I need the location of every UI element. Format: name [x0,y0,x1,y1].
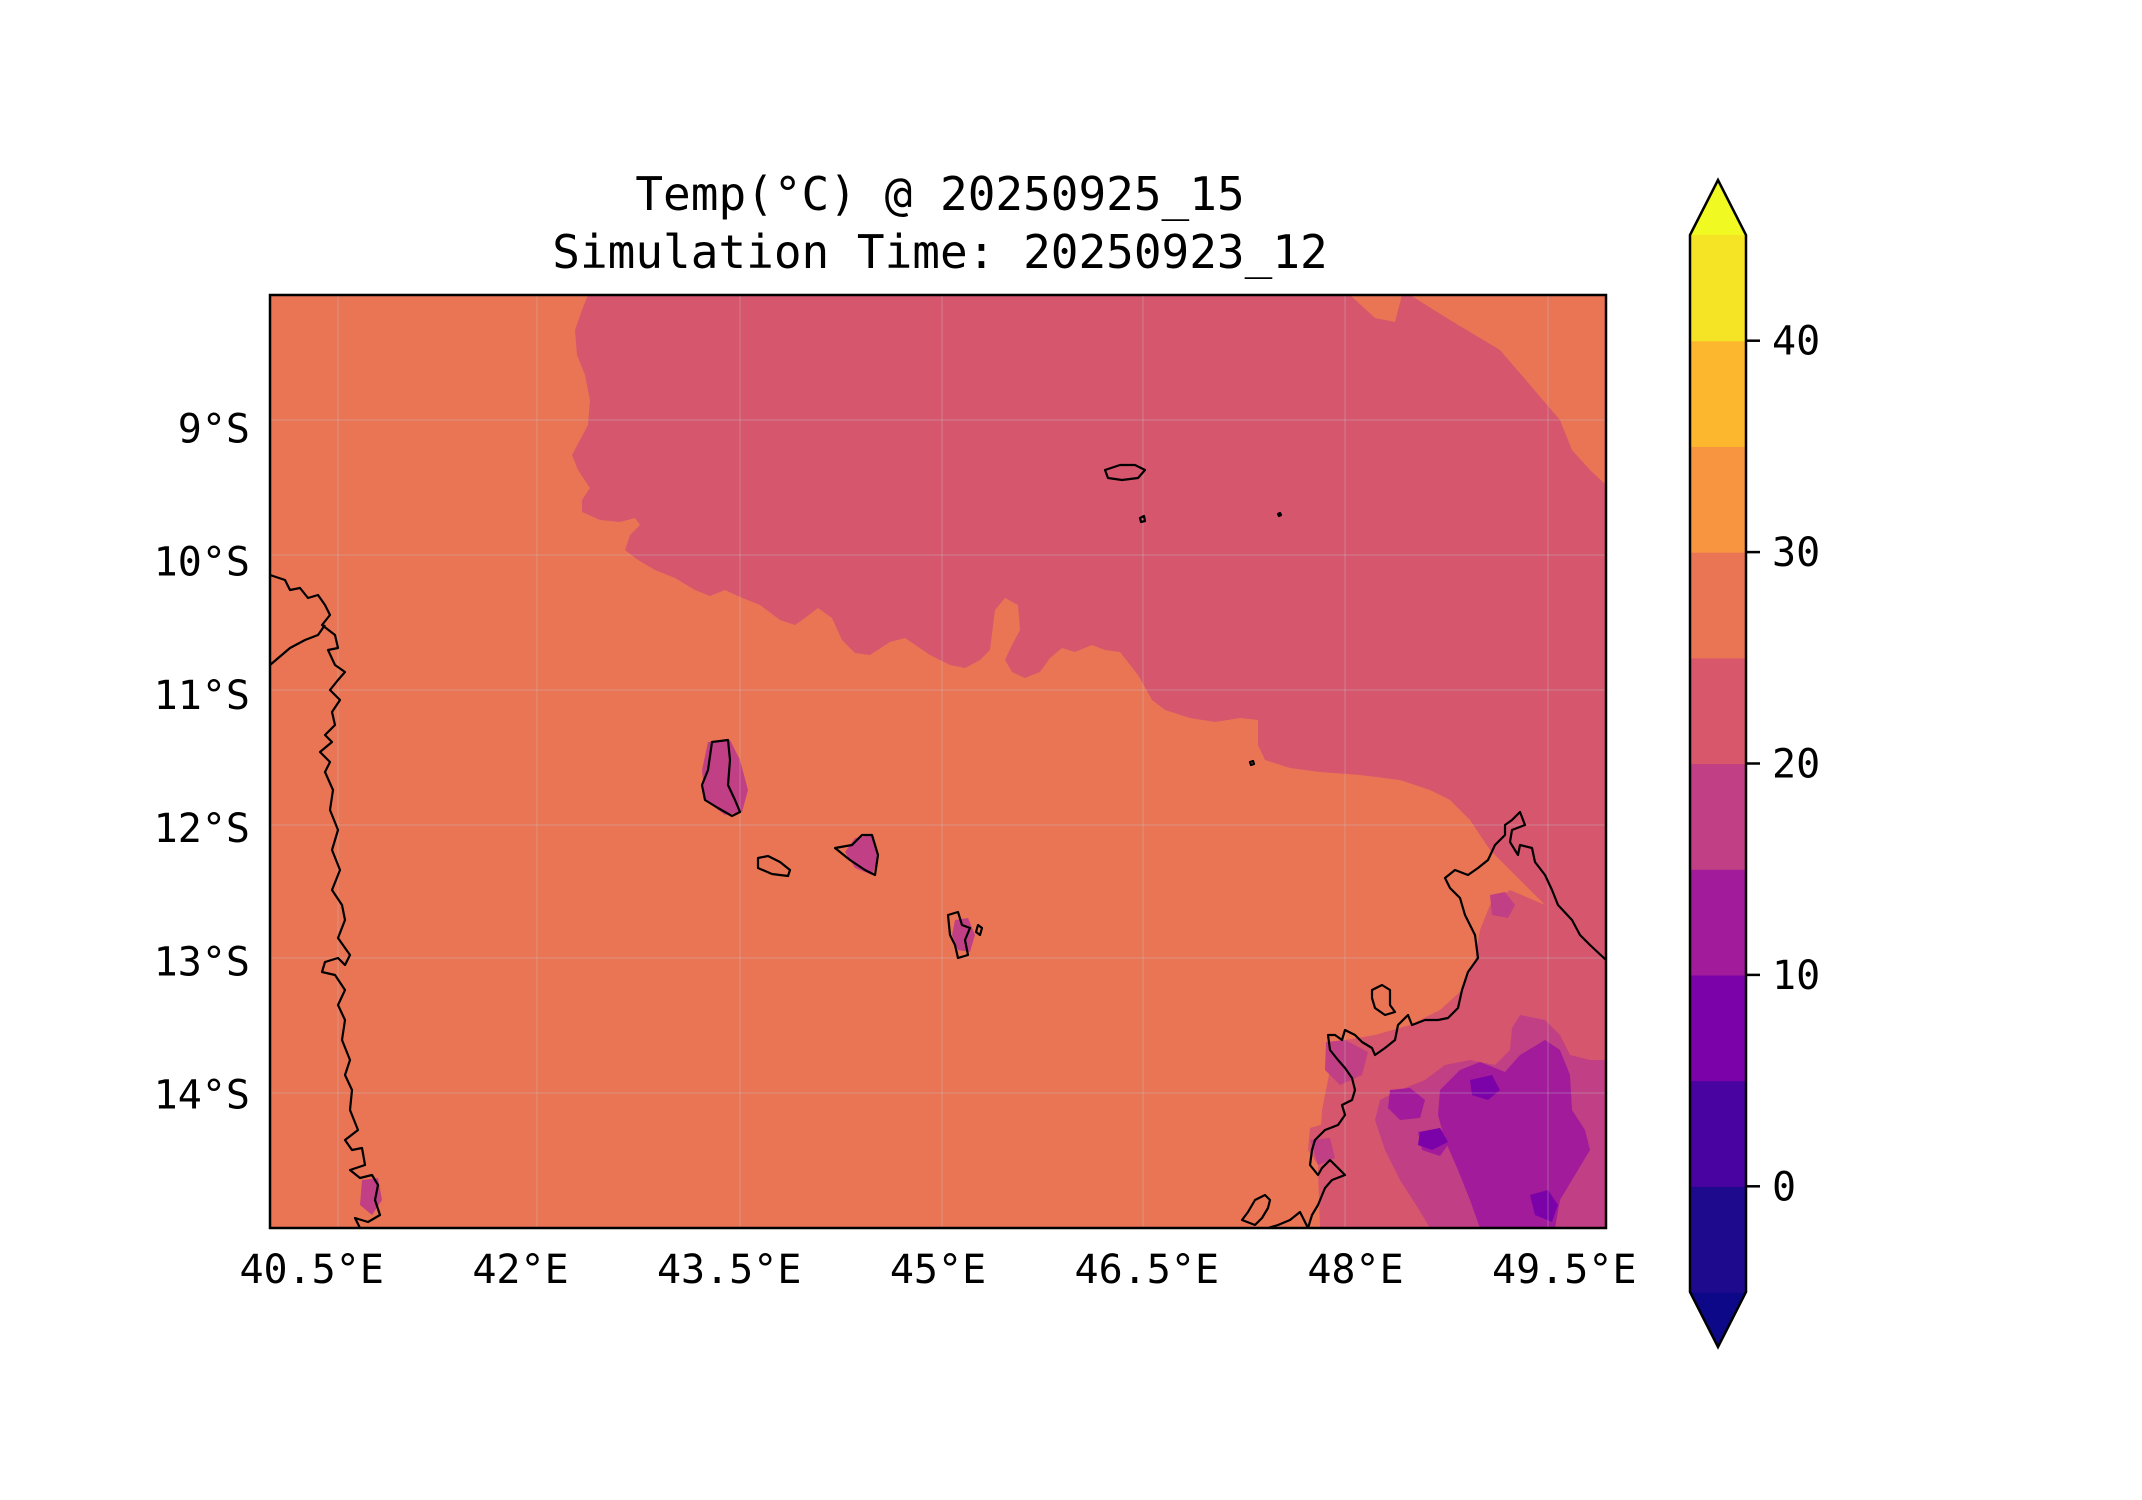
coastline-africa-mainland [270,573,382,1228]
latitude-tick-label: 13°S [154,939,250,985]
longitude-tick-label: 48°E [1307,1247,1403,1293]
coastline-assumption [1138,514,1147,524]
colorbar-extend-over [1690,180,1746,235]
coastline-grande-comore [700,738,742,818]
colorbar-band [1690,1186,1746,1293]
temperature-field-15-20-mayotte [952,918,975,952]
colorbar-band [1690,869,1746,976]
temperature-field-15-20-patch-c [1310,1138,1335,1165]
longitude-tick-labels: 40.5°E 42°E 43.5°E 45°E 46.5°E 48°E 49.5°E [239,1247,1636,1293]
colorbar-outline [1688,177,1748,1350]
latitude-tick-label: 12°S [154,806,250,852]
longitude-tick-label: 42°E [472,1247,568,1293]
map-title-line-1: Temp(°C) @ 20250925_15 [635,167,1244,221]
latitude-tick-labels: 9°S 10°S 11°S 12°S 13°S 14°S [154,406,250,1118]
colorbar-tick-label: 40 [1772,319,1820,365]
longitude-tick-label: 49.5°E [1492,1247,1637,1293]
coastlines [270,463,1606,1228]
coastline-mayotte-islet [974,923,984,937]
colorbar-tick-label: 20 [1772,742,1820,788]
longitude-tick-label: 43.5°E [657,1247,802,1293]
latitude-tick-label: 9°S [178,406,250,452]
colorbar-band [1690,235,1746,342]
temperature-field-20-25-north [572,295,1606,960]
colorbar-band [1690,340,1746,447]
map-gridlines [270,295,1606,1228]
coastline-madagascar [1306,810,1606,1228]
colorbar-tick-label: 10 [1772,953,1820,999]
map-panel [270,295,1606,1228]
colorbar-band [1690,1080,1746,1187]
latitude-tick-label: 10°S [154,540,250,586]
temperature-field-15-20-patch-a [1325,1040,1368,1085]
colorbar-band [1690,763,1746,870]
temperature-field-5-10-patch-a [1418,1128,1448,1150]
colorbar-tick-label: 30 [1772,530,1820,576]
colorbar-band [1690,446,1746,553]
longitude-tick-label: 45°E [890,1247,986,1293]
temperature-field-10-15-patch [1388,1088,1425,1120]
coastline-anjouan [833,833,880,877]
coastline-nosy-be [1370,983,1397,1017]
longitude-tick-label: 46.5°E [1075,1247,1220,1293]
temperature-field-5-10-patch-b [1530,1190,1558,1222]
latitude-tick-label: 14°S [154,1073,250,1119]
colorbar-band [1690,974,1746,1082]
temperature-field-15-20-grande-comore [702,740,748,815]
coastline-mayotte [946,910,972,960]
coastline-aldabra [1103,463,1147,482]
colorbar-band [1690,552,1746,659]
colorbar-band [1690,657,1746,765]
colorbar-extend-under [1690,1292,1746,1347]
temperature-field-5-10-patch-c [1470,1075,1500,1100]
coastline-astove [1276,511,1283,518]
latitude-tick-label: 11°S [154,673,250,719]
coastline-africa-north-segment [270,624,326,666]
colorbar: 0 10 20 30 40 [1688,177,1820,1350]
colorbar-tick-label: 0 [1772,1164,1796,1210]
map-title-line-2: Simulation Time: 20250923_12 [552,225,1327,279]
temperature-field-15-20-patch-b [1490,892,1515,918]
coastline-tiny-islet [1248,759,1256,767]
coastline-madagascar-west-islet [1240,1193,1272,1227]
longitude-tick-label: 40.5°E [239,1247,384,1293]
map-frame [268,293,1608,1230]
coastline-moheli [756,854,792,878]
coastline-madagascar-west-bay [1267,1210,1309,1228]
